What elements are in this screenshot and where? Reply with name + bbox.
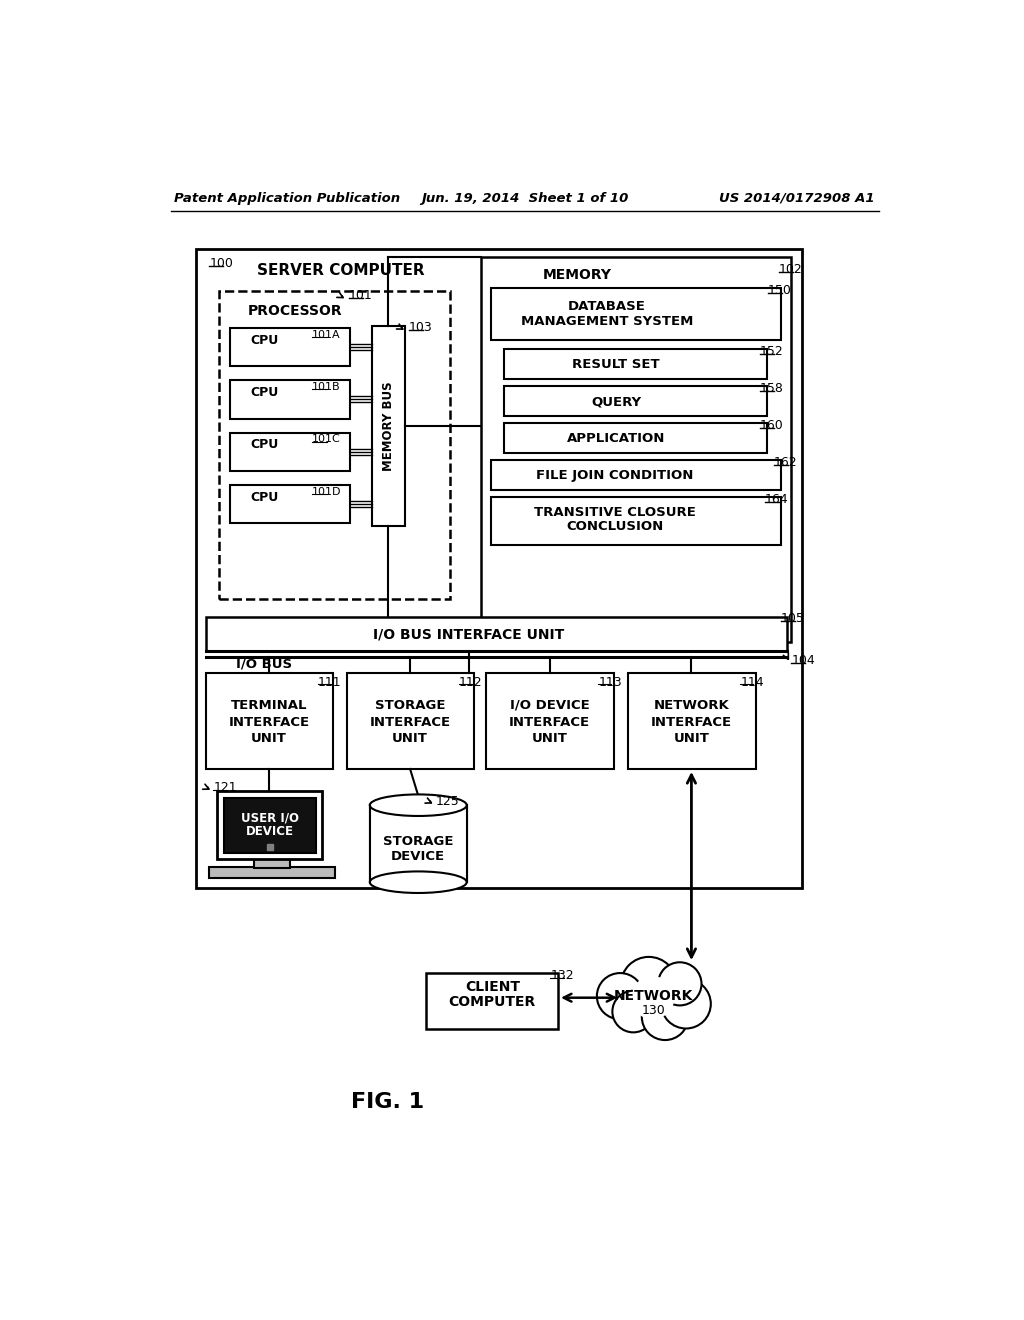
Text: CONCLUSION: CONCLUSION (566, 520, 664, 533)
Text: FILE JOIN CONDITION: FILE JOIN CONDITION (536, 469, 693, 482)
FancyBboxPatch shape (504, 424, 767, 453)
Text: STORAGE: STORAGE (375, 698, 445, 711)
Text: RESULT SET: RESULT SET (572, 358, 660, 371)
Text: 101D: 101D (311, 487, 341, 496)
FancyBboxPatch shape (206, 673, 334, 770)
Text: 111: 111 (317, 676, 341, 689)
Text: DEVICE: DEVICE (246, 825, 294, 838)
Text: QUERY: QUERY (591, 395, 641, 408)
Text: CPU: CPU (251, 385, 279, 399)
FancyBboxPatch shape (254, 858, 290, 869)
FancyBboxPatch shape (346, 673, 474, 770)
Text: UNIT: UNIT (674, 733, 710, 746)
FancyBboxPatch shape (217, 792, 322, 859)
Circle shape (658, 962, 701, 1006)
Text: INTERFACE: INTERFACE (509, 715, 590, 729)
Text: DEVICE: DEVICE (391, 850, 444, 862)
Text: INTERFACE: INTERFACE (228, 715, 309, 729)
FancyBboxPatch shape (197, 249, 802, 888)
Text: UNIT: UNIT (531, 733, 567, 746)
FancyBboxPatch shape (230, 327, 350, 367)
Text: NETWORK: NETWORK (653, 698, 729, 711)
Text: 132: 132 (550, 969, 574, 982)
Text: 105: 105 (780, 612, 805, 626)
Text: CLIENT: CLIENT (465, 979, 520, 994)
FancyBboxPatch shape (490, 461, 781, 490)
Text: I/O BUS INTERFACE UNIT: I/O BUS INTERFACE UNIT (374, 627, 564, 642)
Text: 103: 103 (409, 321, 432, 334)
FancyBboxPatch shape (490, 288, 781, 341)
Circle shape (621, 957, 677, 1012)
Text: SERVER COMPUTER: SERVER COMPUTER (257, 263, 425, 277)
Text: UNIT: UNIT (251, 733, 287, 746)
Text: FIG. 1: FIG. 1 (351, 1092, 424, 1111)
Text: 164: 164 (765, 492, 788, 506)
Text: US 2014/0172908 A1: US 2014/0172908 A1 (720, 191, 876, 205)
Text: 101C: 101C (311, 434, 340, 445)
Text: CPU: CPU (251, 438, 279, 451)
Text: DATABASE: DATABASE (568, 300, 646, 313)
Text: 112: 112 (459, 676, 482, 689)
FancyBboxPatch shape (370, 805, 467, 882)
Text: 162: 162 (773, 455, 798, 469)
Text: UNIT: UNIT (392, 733, 428, 746)
Text: 101: 101 (349, 289, 373, 302)
Text: INTERFACE: INTERFACE (651, 715, 732, 729)
FancyBboxPatch shape (426, 973, 558, 1028)
Text: 158: 158 (760, 381, 783, 395)
Text: 102: 102 (779, 263, 803, 276)
Text: 125: 125 (435, 795, 460, 808)
Text: 114: 114 (740, 676, 764, 689)
Circle shape (612, 991, 654, 1032)
FancyBboxPatch shape (224, 797, 315, 853)
Text: 104: 104 (792, 653, 815, 667)
Text: 130: 130 (642, 1003, 666, 1016)
Text: Jun. 19, 2014  Sheet 1 of 10: Jun. 19, 2014 Sheet 1 of 10 (421, 191, 629, 205)
Text: 113: 113 (598, 676, 622, 689)
Text: CPU: CPU (251, 334, 279, 347)
Text: 101B: 101B (311, 381, 340, 392)
FancyBboxPatch shape (209, 867, 335, 878)
Ellipse shape (370, 795, 467, 816)
Text: NETWORK: NETWORK (613, 989, 693, 1003)
FancyBboxPatch shape (230, 484, 350, 524)
Text: CPU: CPU (251, 491, 279, 504)
Text: MEMORY: MEMORY (543, 268, 612, 282)
Text: 152: 152 (760, 345, 783, 358)
FancyBboxPatch shape (230, 380, 350, 418)
FancyBboxPatch shape (206, 616, 786, 651)
Text: USER I/O: USER I/O (241, 812, 299, 825)
Text: 150: 150 (768, 284, 792, 297)
Text: MANAGEMENT SYSTEM: MANAGEMENT SYSTEM (521, 315, 693, 329)
FancyBboxPatch shape (480, 257, 791, 642)
FancyBboxPatch shape (230, 433, 350, 471)
Text: I/O DEVICE: I/O DEVICE (510, 698, 590, 711)
FancyBboxPatch shape (372, 326, 404, 527)
Text: INTERFACE: INTERFACE (370, 715, 451, 729)
Text: 121: 121 (213, 781, 237, 795)
FancyBboxPatch shape (490, 498, 781, 545)
Text: STORAGE: STORAGE (383, 834, 453, 847)
Text: 101A: 101A (311, 330, 340, 339)
Text: I/O BUS: I/O BUS (236, 657, 292, 671)
Circle shape (597, 973, 643, 1019)
Text: PROCESSOR: PROCESSOR (248, 304, 342, 318)
Circle shape (662, 979, 711, 1028)
Text: 100: 100 (209, 257, 233, 271)
Text: APPLICATION: APPLICATION (567, 432, 666, 445)
FancyBboxPatch shape (219, 290, 451, 599)
Circle shape (631, 977, 675, 1019)
Text: 160: 160 (760, 418, 783, 432)
Text: Patent Application Publication: Patent Application Publication (174, 191, 400, 205)
Circle shape (642, 994, 688, 1040)
FancyBboxPatch shape (486, 673, 614, 770)
FancyBboxPatch shape (504, 350, 767, 379)
Ellipse shape (370, 871, 467, 892)
FancyBboxPatch shape (504, 387, 767, 416)
Text: MEMORY BUS: MEMORY BUS (382, 381, 395, 471)
Text: COMPUTER: COMPUTER (449, 994, 536, 1008)
Text: TRANSITIVE CLOSURE: TRANSITIVE CLOSURE (534, 506, 695, 519)
FancyBboxPatch shape (628, 673, 756, 770)
Text: TERMINAL: TERMINAL (230, 698, 307, 711)
